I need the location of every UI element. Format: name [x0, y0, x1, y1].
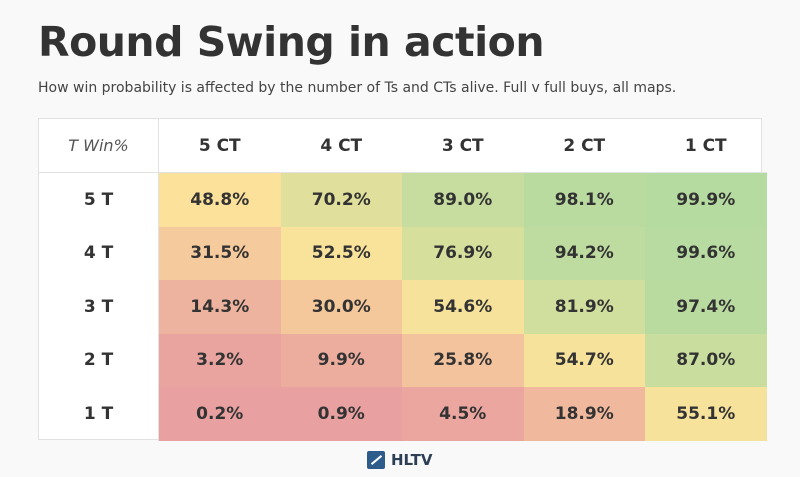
column-header-4-ct: 4 CT: [280, 119, 402, 173]
hltv-logo-icon: [367, 451, 385, 469]
row-header-3-t: 3 T: [39, 280, 159, 334]
heatmap-cell: 98.1%: [523, 173, 645, 227]
heatmap-cell: 4.5%: [402, 387, 524, 441]
column-header-3-ct: 3 CT: [402, 119, 524, 173]
heatmap-cell: 30.0%: [280, 280, 402, 334]
corner-label: T Win%: [39, 119, 159, 173]
heatmap-cell: 0.9%: [280, 387, 402, 441]
heatmap-cell: 31.5%: [159, 226, 281, 280]
column-header-2-ct: 2 CT: [523, 119, 645, 173]
logo-text: HLTV: [391, 451, 433, 469]
heatmap-cell: 99.9%: [645, 173, 767, 227]
row-header-1-t: 1 T: [39, 387, 159, 441]
column-header-5-ct: 5 CT: [159, 119, 281, 173]
heatmap-cell: 9.9%: [280, 333, 402, 387]
heatmap-cell: 81.9%: [523, 280, 645, 334]
heatmap-cell: 0.2%: [159, 387, 281, 441]
heatmap-cell: 18.9%: [523, 387, 645, 441]
heatmap-cell: 48.8%: [159, 173, 281, 227]
chart-subtitle: How win probability is affected by the n…: [38, 80, 677, 96]
heatmap-cell: 14.3%: [159, 280, 281, 334]
column-header-1-ct: 1 CT: [645, 119, 767, 173]
heatmap-cell: 55.1%: [645, 387, 767, 441]
row-header-4-t: 4 T: [39, 226, 159, 280]
heatmap-cell: 89.0%: [402, 173, 524, 227]
heatmap-table: T Win% 5 CT 4 CT 3 CT 2 CT 1 CT 5 T 48.8% 70.2%…: [38, 118, 767, 441]
heatmap-cell: 94.2%: [523, 226, 645, 280]
heatmap-cell: 54.7%: [523, 333, 645, 387]
heatmap-cell: 54.6%: [402, 280, 524, 334]
heatmap-cell: 25.8%: [402, 333, 524, 387]
heatmap-cell: 97.4%: [645, 280, 767, 334]
heatmap-cell: 87.0%: [645, 333, 767, 387]
row-header-5-t: 5 T: [39, 173, 159, 227]
heatmap-cell: 3.2%: [159, 333, 281, 387]
heatmap-cell: 76.9%: [402, 226, 524, 280]
row-header-2-t: 2 T: [39, 333, 159, 387]
chart-title: Round Swing in action: [38, 18, 545, 66]
heatmap-cell: 70.2%: [280, 173, 402, 227]
hltv-logo: HLTV: [367, 451, 432, 469]
heatmap-cell: 52.5%: [280, 226, 402, 280]
heatmap-cell: 99.6%: [645, 226, 767, 280]
